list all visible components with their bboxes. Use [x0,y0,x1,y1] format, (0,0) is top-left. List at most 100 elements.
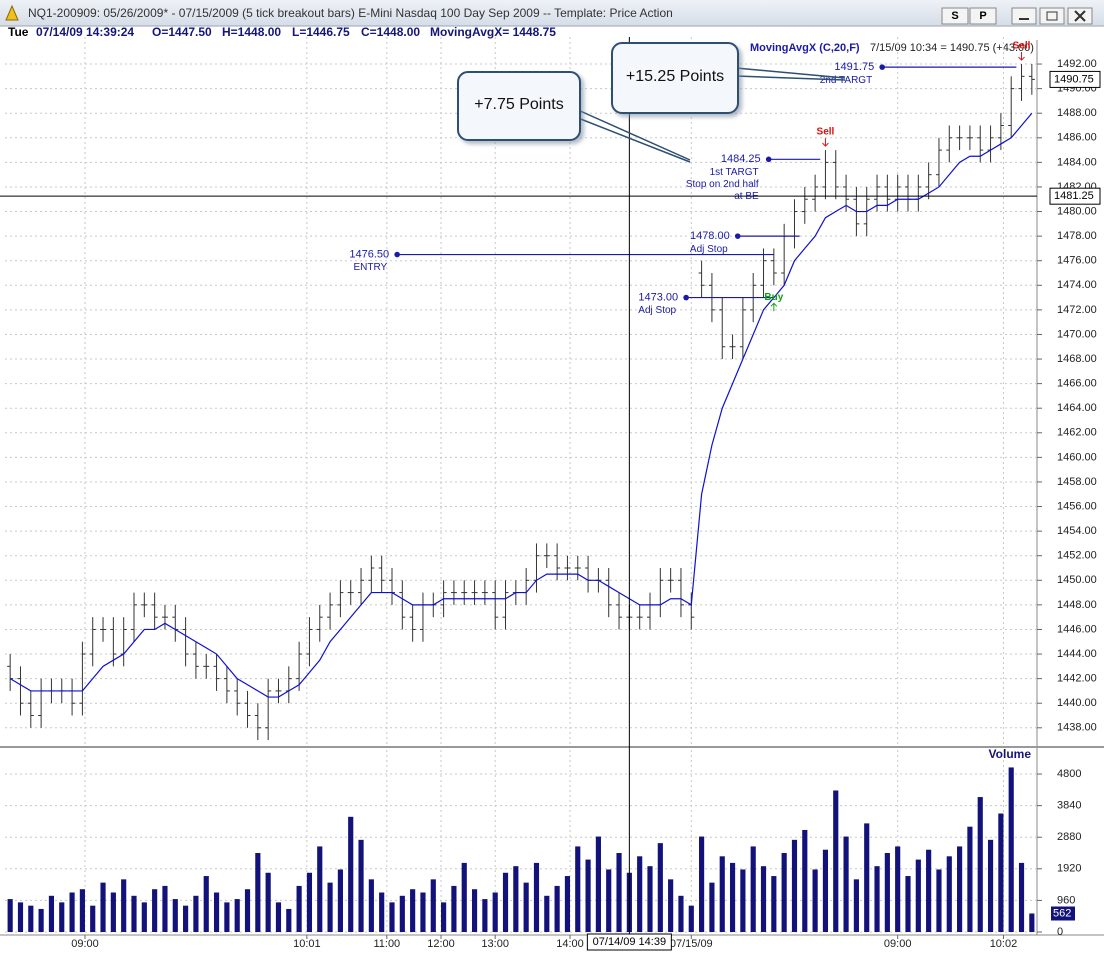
y-tick-label: 1448.00 [1057,599,1097,611]
volume-bar [699,836,705,932]
x-tick-label: 11:00 [373,938,400,950]
level-note: 2nd TARGT [820,75,872,86]
y-tick-label: 1478.00 [1057,230,1097,242]
volume-bar [678,895,684,932]
volume-bar [791,839,798,932]
callout-pointer [577,109,691,163]
volume-bar [131,895,137,932]
crosshair-price-box [1049,187,1101,205]
volume-bar [915,859,921,932]
x-tick-label: 09:00 [71,938,99,950]
callout-text: +7.75 Points [474,96,563,113]
volume-bar [864,823,870,932]
crosshair-time-box [586,933,672,951]
y-tick-label: 1456.00 [1057,500,1097,512]
volume-bar [1018,862,1025,932]
level-price: 1484.25 [721,153,761,165]
volume-bar [59,902,65,932]
minimize-button[interactable] [1011,7,1037,25]
volume-bar [781,853,787,932]
volume-bar [317,846,323,932]
restore-button[interactable] [1039,7,1065,25]
volume-bar [162,885,168,932]
volume-bar [69,892,75,932]
volume-bar [152,889,158,932]
volume-bar [564,876,571,932]
last-price: 1490.75 [1054,73,1094,85]
volume-bar [1008,767,1014,932]
volume-bar [306,872,313,932]
signal-arrow [822,138,829,147]
volume-bar [389,902,395,932]
volume-bar [740,869,746,932]
volume-bar [998,813,1004,932]
volume-bar [482,899,488,932]
volume-bar [213,892,220,932]
volume-bar [368,879,374,932]
close-icon [1074,10,1086,22]
volume-bar [358,839,364,932]
volume-bar [822,849,829,932]
level-note: 1st TARGT [710,167,759,178]
level-dot [734,233,741,239]
y-tick-label: 1440.00 [1057,697,1097,709]
volume-bar [544,895,550,932]
volume-bar [637,856,643,932]
volume-bar [812,869,818,932]
volume-bar [575,846,581,932]
button-label[interactable]: P [979,10,986,22]
level-note: Stop on 2nd half [686,179,759,190]
last-volume: 562 [1053,907,1071,919]
volume-bar [296,885,302,932]
crosshair-time: 07/14/09 14:39 [593,936,666,948]
volume-bar [461,862,467,932]
level-note: Adj Stop [690,244,728,255]
volume-bar [141,902,147,932]
volume-bar [244,889,251,932]
volume-bar [668,879,674,932]
signal-label: Sell [1013,41,1031,52]
volume-bar [224,902,230,932]
level-dot [394,251,400,258]
y-tick-label: 1492.00 [1057,58,1097,70]
volume-bar [183,905,189,932]
button[interactable] [969,7,997,25]
volume-bar [760,866,767,932]
volume-bar [337,869,343,932]
volume-bar [895,846,901,932]
volume-bar [7,899,13,932]
y-tick-label: 0 [1057,926,1063,938]
callout-box [457,71,581,141]
volume-bar [172,899,178,932]
volume-bar [802,829,808,932]
signal-label: Sell [817,127,835,138]
button-label[interactable]: S [951,10,958,22]
volume-bar [90,905,96,932]
volume-bar [657,843,663,932]
volume-bar [523,882,529,932]
y-tick-label: 2880 [1057,831,1081,843]
x-tick-label: 07/15/09 [670,938,713,950]
x-tick-label: 10:02 [990,938,1018,950]
signal-arrow [770,302,778,312]
app-icon [5,4,19,21]
title-bar [0,0,1104,26]
volume-bar [709,882,715,932]
button[interactable] [941,7,969,25]
y-tick-label: 1442.00 [1057,673,1097,685]
y-tick-label: 1920 [1057,863,1081,875]
crosshair-price: 1481.25 [1054,190,1094,202]
volume-bar [926,849,932,932]
volume-bar [750,846,756,932]
signal-label: Buy [764,292,783,303]
y-tick-label: 1444.00 [1057,648,1097,660]
y-tick-label: 1484.00 [1057,156,1097,168]
level-price: 1478.00 [690,230,730,242]
level-dot [879,64,885,70]
level-note: Adj Stop [638,305,676,316]
y-tick-label: 1474.00 [1057,279,1097,291]
info-high: H=1448.00 [222,25,281,39]
volume-bar [853,879,859,932]
y-tick-label: 1460.00 [1057,451,1097,463]
